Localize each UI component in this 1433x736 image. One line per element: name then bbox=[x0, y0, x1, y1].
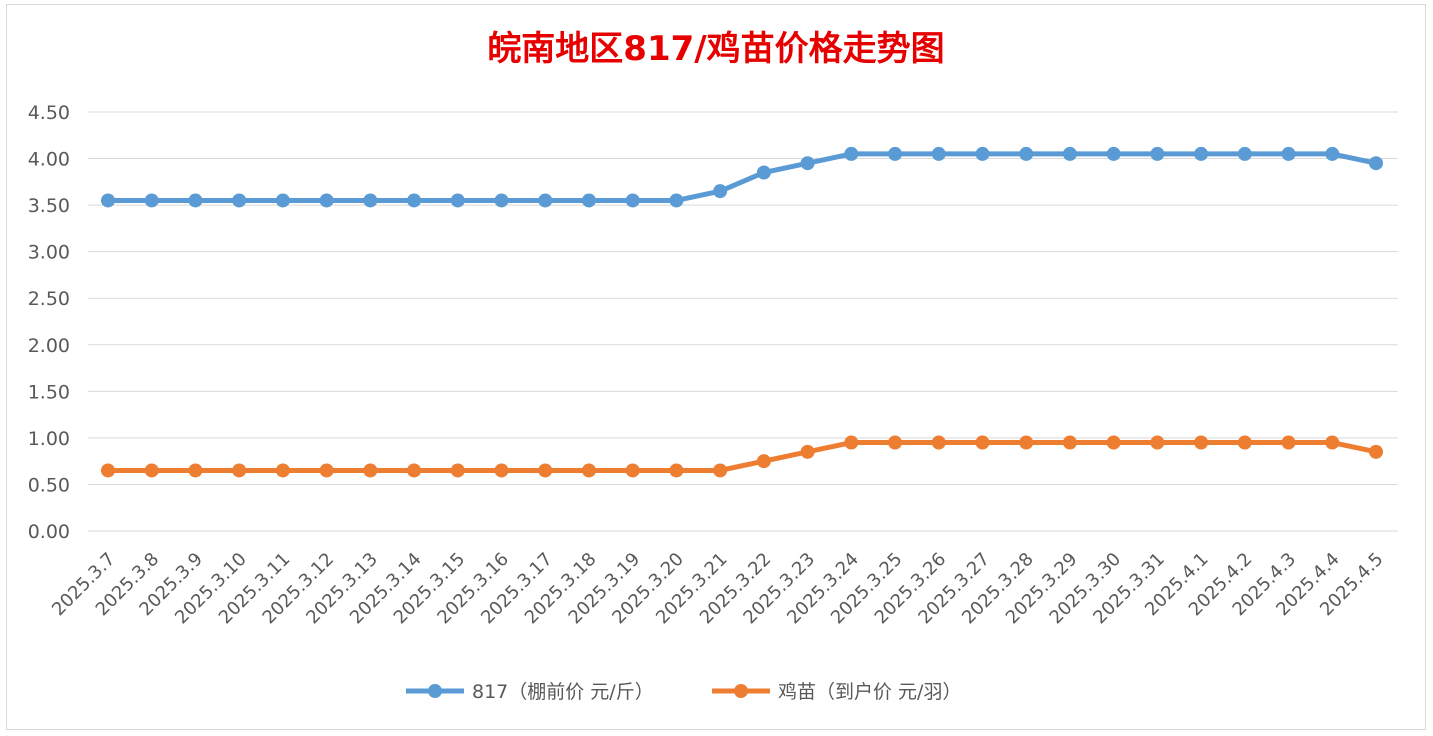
data-point bbox=[450, 193, 465, 208]
data-point bbox=[625, 193, 640, 208]
legend-item: 鸡苗（到户价 元/羽） bbox=[712, 681, 961, 703]
data-point bbox=[494, 463, 509, 478]
data-point bbox=[800, 444, 815, 459]
y-tick-label: 4.50 bbox=[28, 102, 70, 124]
x-axis-ticks: 2025.3.72025.3.82025.3.92025.3.102025.3.… bbox=[48, 549, 1388, 629]
data-point bbox=[1325, 146, 1340, 161]
data-point bbox=[800, 156, 815, 171]
data-point bbox=[232, 463, 247, 478]
data-point bbox=[101, 463, 115, 478]
y-tick-label: 1.00 bbox=[28, 428, 70, 450]
gridlines bbox=[88, 111, 1398, 532]
data-point bbox=[319, 463, 334, 478]
y-tick-label: 4.00 bbox=[28, 149, 70, 171]
data-point bbox=[581, 193, 596, 208]
data-point bbox=[669, 463, 684, 478]
data-point bbox=[975, 435, 990, 450]
y-tick-label: 2.00 bbox=[28, 335, 70, 357]
data-point bbox=[1369, 444, 1383, 459]
data-point bbox=[713, 184, 728, 199]
data-point bbox=[931, 146, 946, 161]
data-point bbox=[1194, 435, 1209, 450]
data-point bbox=[888, 146, 903, 161]
data-point bbox=[275, 463, 290, 478]
y-tick-label: 2.50 bbox=[28, 288, 70, 310]
data-point bbox=[1237, 146, 1252, 161]
y-tick-label: 3.50 bbox=[28, 195, 70, 217]
legend-label: 817（棚前价 元/斤） bbox=[472, 681, 654, 703]
data-point bbox=[188, 463, 203, 478]
data-point bbox=[232, 193, 247, 208]
data-point bbox=[450, 463, 465, 478]
series-line bbox=[105, 440, 1379, 473]
legend: 817（棚前价 元/斤） 鸡苗（到户价 元/羽） bbox=[406, 681, 961, 703]
data-point bbox=[407, 463, 422, 478]
data-point bbox=[1062, 435, 1077, 450]
legend-swatch-marker bbox=[428, 684, 442, 698]
data-point bbox=[1325, 435, 1340, 450]
data-point bbox=[407, 193, 422, 208]
y-tick-label: 1.50 bbox=[28, 381, 70, 403]
data-point bbox=[494, 193, 509, 208]
data-point bbox=[1281, 146, 1296, 161]
series-1 bbox=[101, 435, 1383, 478]
data-point bbox=[888, 435, 903, 450]
legend-label: 鸡苗（到户价 元/羽） bbox=[778, 681, 961, 703]
data-point bbox=[188, 193, 203, 208]
data-point bbox=[625, 463, 640, 478]
data-point bbox=[363, 463, 378, 478]
series-line bbox=[105, 151, 1379, 203]
data-point bbox=[1281, 435, 1296, 450]
data-point bbox=[101, 193, 115, 208]
legend-item: 817（棚前价 元/斤） bbox=[406, 681, 654, 703]
data-point bbox=[975, 146, 990, 161]
data-point bbox=[538, 463, 553, 478]
data-point bbox=[669, 193, 684, 208]
data-point bbox=[1019, 146, 1034, 161]
data-point bbox=[931, 435, 946, 450]
data-point bbox=[144, 463, 159, 478]
y-tick-label: 0.50 bbox=[28, 474, 70, 496]
data-point bbox=[363, 193, 378, 208]
data-point bbox=[144, 193, 159, 208]
data-point bbox=[1106, 435, 1121, 450]
data-point bbox=[319, 193, 334, 208]
data-point bbox=[1150, 146, 1165, 161]
legend-swatch-marker bbox=[734, 684, 748, 698]
data-point bbox=[756, 454, 771, 469]
data-point bbox=[713, 463, 728, 478]
y-tick-label: 0.00 bbox=[28, 521, 70, 543]
data-point bbox=[1369, 156, 1383, 171]
data-point bbox=[844, 435, 859, 450]
data-point bbox=[844, 146, 859, 161]
series-0 bbox=[101, 146, 1383, 208]
data-point bbox=[1194, 146, 1209, 161]
y-axis-ticks: 0.00 0.50 1.00 1.50 2.00 2.50 3.00 3.50 4.00 4.50 bbox=[28, 102, 70, 543]
series-lines bbox=[101, 146, 1383, 478]
data-point bbox=[1106, 146, 1121, 161]
data-point bbox=[756, 165, 771, 180]
data-point bbox=[581, 463, 596, 478]
data-point bbox=[1019, 435, 1034, 450]
y-tick-label: 3.00 bbox=[28, 242, 70, 264]
data-point bbox=[1062, 146, 1077, 161]
chart-frame bbox=[6, 4, 1426, 730]
data-point bbox=[275, 193, 290, 208]
data-point bbox=[538, 193, 553, 208]
data-point bbox=[1150, 435, 1165, 450]
chart-title: 皖南地区817/鸡苗价格走势图 bbox=[487, 29, 944, 69]
data-point bbox=[1237, 435, 1252, 450]
